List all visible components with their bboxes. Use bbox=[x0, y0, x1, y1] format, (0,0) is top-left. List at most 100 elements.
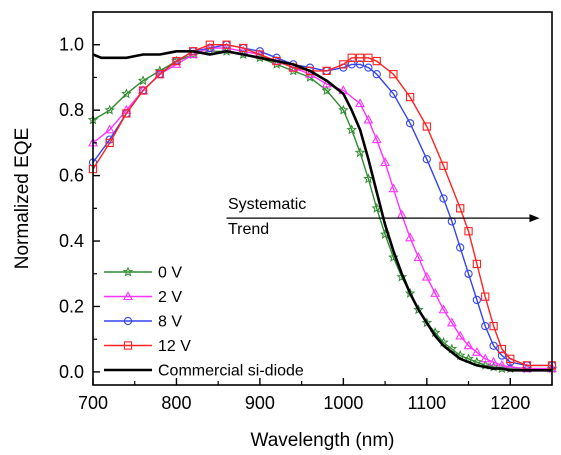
data-point bbox=[396, 271, 408, 282]
data-point bbox=[105, 138, 114, 148]
data-point bbox=[438, 304, 449, 314]
data-point bbox=[497, 344, 507, 354]
data-point bbox=[446, 317, 457, 327]
legend-swatch-marker bbox=[123, 341, 133, 350]
data-point bbox=[422, 155, 431, 164]
data-point bbox=[472, 295, 482, 305]
data-point bbox=[464, 269, 473, 278]
data-point bbox=[339, 60, 348, 69]
annotation-text-line2: Trend bbox=[228, 221, 269, 238]
data-point bbox=[463, 340, 474, 350]
data-point bbox=[488, 356, 499, 366]
data-point bbox=[355, 60, 365, 69]
legend-swatch-marker bbox=[122, 266, 134, 277]
data-point bbox=[388, 183, 399, 193]
data-point bbox=[364, 53, 373, 62]
data-point bbox=[154, 68, 165, 78]
series-line bbox=[92, 44, 552, 367]
y-axis-label: Normalized EQE bbox=[12, 128, 33, 270]
data-point bbox=[355, 98, 365, 108]
data-point bbox=[137, 75, 149, 86]
x-tick-label: 900 bbox=[245, 393, 275, 413]
data-point bbox=[104, 124, 115, 134]
x-tick-label: 800 bbox=[161, 393, 191, 413]
x-axis-label: Wavelength (nm) bbox=[251, 430, 395, 451]
data-point bbox=[472, 259, 482, 269]
data-point bbox=[463, 353, 474, 364]
y-tick-label: 0.4 bbox=[59, 231, 84, 251]
data-point bbox=[380, 157, 391, 167]
data-point bbox=[347, 60, 356, 69]
x-tick-label: 1000 bbox=[323, 393, 363, 413]
legend-swatch-marker bbox=[123, 291, 133, 301]
data-point bbox=[405, 119, 415, 128]
y-tick-label: 0.0 bbox=[59, 362, 84, 382]
data-point bbox=[321, 85, 332, 95]
data-point bbox=[489, 321, 498, 331]
data-point bbox=[456, 204, 465, 213]
data-point bbox=[481, 321, 490, 331]
series-12-v bbox=[88, 40, 557, 370]
data-point bbox=[239, 43, 248, 53]
y-tick-label: 1.0 bbox=[59, 35, 84, 55]
data-point bbox=[456, 243, 465, 252]
data-point bbox=[355, 53, 365, 62]
legend-label: 12 V bbox=[158, 338, 191, 355]
legend-label: 2 V bbox=[158, 289, 182, 306]
x-tick-label: 1200 bbox=[490, 393, 530, 413]
data-point bbox=[422, 122, 431, 131]
legend: 0 V 2 V 8 V 12 V Commercial si-diode bbox=[104, 265, 304, 380]
data-point bbox=[464, 227, 473, 236]
data-point bbox=[439, 194, 448, 203]
data-point bbox=[522, 361, 532, 370]
legend-label: 8 V bbox=[158, 314, 182, 331]
annotation: Systematic Trend bbox=[226, 196, 540, 238]
legend-item: 2 V bbox=[104, 289, 182, 306]
data-point bbox=[172, 56, 181, 66]
data-point bbox=[506, 354, 515, 363]
legend-item: Commercial si-diode bbox=[104, 363, 304, 380]
x-tick-label: 1100 bbox=[407, 393, 446, 413]
y-tick-label: 0.8 bbox=[59, 100, 84, 120]
data-point bbox=[471, 356, 483, 367]
data-point bbox=[222, 40, 231, 49]
data-point bbox=[104, 104, 115, 115]
data-point bbox=[430, 288, 441, 297]
data-point bbox=[347, 53, 356, 62]
data-point bbox=[305, 66, 315, 76]
data-point bbox=[364, 63, 373, 72]
data-point bbox=[338, 104, 349, 115]
data-point bbox=[371, 134, 382, 144]
data-point bbox=[346, 124, 357, 135]
data-point bbox=[363, 114, 374, 124]
data-point bbox=[439, 161, 448, 170]
data-point bbox=[154, 65, 166, 76]
annotation-arrow-head bbox=[529, 214, 540, 223]
data-point bbox=[389, 89, 398, 98]
data-point bbox=[121, 88, 132, 99]
data-point bbox=[372, 70, 381, 79]
data-point bbox=[205, 40, 214, 49]
legend-label: Commercial si-diode bbox=[158, 363, 304, 380]
data-point bbox=[471, 346, 482, 356]
data-point bbox=[497, 351, 507, 360]
series-line bbox=[92, 50, 552, 372]
axes: 700 800 900 1000 1100 1200 0.0 0.2 0.4 0.6 0.8 1.0 bbox=[59, 11, 553, 413]
data-point bbox=[389, 70, 398, 79]
legend-item: 0 V bbox=[104, 265, 182, 282]
data-point bbox=[363, 173, 374, 184]
y-tick-label: 0.6 bbox=[59, 166, 84, 186]
data-point bbox=[405, 232, 416, 242]
legend-swatch-marker bbox=[123, 316, 133, 326]
data-point bbox=[372, 56, 381, 66]
series-commercial-si-diode bbox=[92, 50, 552, 372]
data-point bbox=[413, 252, 424, 261]
legend-label: 0 V bbox=[158, 265, 182, 282]
data-point bbox=[122, 109, 131, 118]
data-point bbox=[155, 70, 164, 79]
data-point bbox=[322, 66, 331, 76]
data-point bbox=[481, 292, 490, 301]
legend-item: 8 V bbox=[104, 314, 182, 331]
data-point bbox=[354, 147, 366, 158]
